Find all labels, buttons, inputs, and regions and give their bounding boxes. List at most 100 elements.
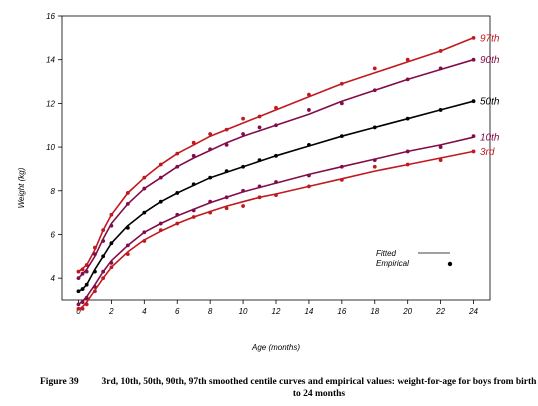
series-label-90th: 90th (480, 55, 500, 66)
empirical-point-97th (372, 66, 377, 71)
empirical-point-3rd (471, 149, 476, 154)
x-tick-label: 4 (142, 307, 147, 316)
caption-number: Figure 39 (40, 377, 79, 387)
empirical-point-97th (241, 116, 245, 121)
x-axis-title: Age (months) (251, 343, 300, 352)
x-axis: 0 2 4 6 8 10 12 14 16 18 20 22 24 (76, 300, 479, 316)
y-tick-label: 12 (46, 99, 55, 108)
empirical-point-90th (80, 271, 85, 276)
x-tick-label: 14 (304, 307, 313, 316)
empirical-point-50th (274, 153, 278, 158)
empirical-point-97th (224, 127, 229, 132)
empirical-point-50th (84, 282, 89, 287)
legend: Fitted Empirical (376, 249, 453, 268)
y-axis: 4 6 8 10 12 14 16 (46, 12, 62, 283)
series-3rd: 3rd (76, 147, 495, 311)
empirical-point-97th (191, 140, 196, 145)
empirical-point-97th (208, 132, 213, 136)
empirical-point-97th (125, 191, 130, 195)
empirical-point-10th (307, 173, 311, 178)
empirical-point-90th (101, 239, 106, 243)
empirical-point-3rd (80, 306, 85, 311)
empirical-point-90th (405, 77, 410, 82)
empirical-point-50th (471, 99, 476, 104)
empirical-point-3rd (142, 239, 147, 243)
caption-text: 3rd, 10th, 50th, 90th, 97th smoothed cen… (101, 377, 537, 399)
empirical-point-3rd (93, 289, 97, 294)
empirical-point-50th (125, 226, 130, 230)
empirical-point-10th (241, 188, 245, 193)
empirical-point-10th (158, 221, 163, 226)
empirical-point-10th (84, 295, 89, 300)
fitted-line-10th (77, 136, 474, 306)
empirical-point-3rd (76, 306, 81, 311)
legend-fitted-label: Fitted (376, 249, 397, 258)
x-tick-label: 16 (337, 307, 346, 316)
empirical-point-10th (80, 300, 85, 305)
empirical-point-90th (208, 147, 213, 152)
empirical-point-50th (101, 254, 106, 259)
series-97th: 97th (76, 33, 500, 274)
empirical-point-90th (109, 223, 114, 228)
x-tick-label: 8 (208, 307, 213, 316)
empirical-point-10th (208, 199, 213, 204)
empirical-point-90th (241, 132, 245, 136)
empirical-point-90th (438, 66, 443, 71)
empirical-point-3rd (339, 177, 344, 182)
empirical-point-90th (76, 276, 81, 281)
x-tick-label: 20 (402, 307, 412, 316)
empirical-point-50th (241, 164, 245, 169)
empirical-point-10th (175, 212, 180, 217)
x-tick-label: 2 (108, 307, 114, 316)
series-layer: 97th 90th 50th 10th 3rd (76, 33, 500, 311)
empirical-point-97th (158, 162, 163, 167)
empirical-point-3rd (372, 164, 377, 169)
empirical-point-10th (224, 195, 229, 200)
x-tick-label: 6 (175, 307, 180, 316)
y-tick-label: 6 (51, 230, 56, 239)
empirical-point-3rd (208, 210, 213, 215)
empirical-point-97th (84, 263, 89, 267)
empirical-point-97th (471, 35, 476, 40)
empirical-point-10th (405, 149, 410, 154)
empirical-point-3rd (241, 204, 245, 208)
empirical-point-10th (142, 230, 147, 235)
empirical-point-90th (142, 186, 147, 191)
empirical-point-97th (438, 49, 443, 53)
series-label-10th: 10th (480, 133, 500, 144)
empirical-point-10th (101, 269, 106, 274)
y-tick-label: 16 (46, 12, 55, 21)
legend-empirical-dot (447, 261, 453, 267)
empirical-point-10th (339, 164, 344, 169)
empirical-point-3rd (84, 302, 89, 307)
empirical-point-3rd (191, 215, 196, 219)
empirical-point-50th (438, 108, 443, 112)
empirical-point-10th (257, 184, 262, 189)
empirical-point-50th (93, 269, 97, 274)
empirical-point-3rd (405, 162, 410, 167)
empirical-point-3rd (257, 195, 262, 200)
empirical-point-10th (438, 145, 443, 149)
empirical-point-90th (224, 142, 229, 147)
empirical-point-97th (80, 267, 85, 272)
y-axis-title: Weight (kg) (17, 167, 26, 208)
x-tick-label: 18 (370, 307, 379, 316)
legend-empirical-label: Empirical (376, 259, 409, 268)
empirical-point-97th (257, 114, 262, 119)
empirical-point-10th (109, 260, 114, 265)
empirical-point-50th (158, 199, 163, 204)
series-10th: 10th (76, 133, 500, 307)
empirical-point-90th (175, 164, 180, 169)
empirical-point-97th (339, 81, 344, 86)
x-tick-label: 22 (435, 307, 445, 316)
empirical-point-10th (191, 208, 196, 213)
empirical-point-3rd (274, 193, 278, 198)
series-label-97th: 97th (480, 33, 500, 44)
empirical-point-97th (142, 175, 147, 180)
series-90th: 90th (76, 55, 500, 281)
empirical-point-90th (274, 123, 278, 128)
empirical-point-3rd (101, 276, 106, 281)
empirical-point-50th (109, 241, 114, 246)
empirical-point-50th (208, 175, 213, 180)
